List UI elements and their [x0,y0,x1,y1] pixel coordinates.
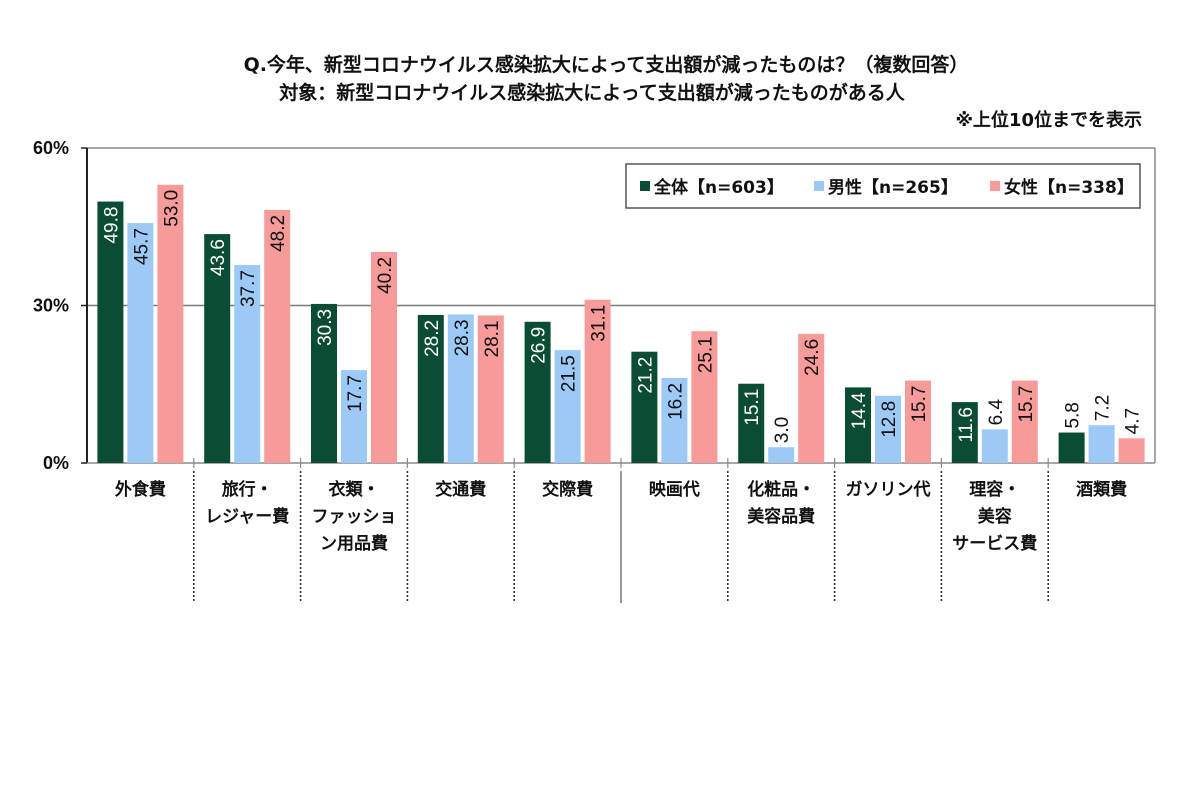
data-label: 26.9 [529,327,550,364]
x-tick-label: 旅行・ [222,479,273,500]
data-label: 45.7 [131,228,152,265]
legend-swatch [640,181,650,191]
legend-swatch [990,181,1000,191]
bar [1011,380,1038,463]
x-tick-label: 化粧品・ [747,479,815,500]
data-label: 14.4 [849,392,870,429]
x-tick-label: 交際費 [542,479,593,500]
data-label: 16.2 [665,383,686,420]
bar [554,350,581,463]
x-tick-label: ン用品費 [320,533,388,554]
x-tick-label: 酒類費 [1076,479,1127,500]
data-label: 48.2 [268,215,289,252]
bar [631,351,658,463]
legend-item: 女性【n=338】 [990,177,1134,198]
y-tick-label: 60% [33,138,69,158]
bar [798,333,825,463]
data-label: 28.2 [422,320,443,357]
bar [264,209,291,463]
chart-subtitle: 対象：新型コロナウイルス感染拡大によって支出額が減ったものがある人 [279,82,905,104]
bar [981,429,1008,463]
data-label: 15.7 [909,386,930,423]
bar [311,303,337,463]
bar [417,314,444,463]
bar [1118,438,1145,463]
bar [661,377,688,463]
chart-title: Q.今年、新型コロナウイルス感染拡大によって支出額が減ったものは？（複数回答） [243,54,969,76]
data-label: 28.3 [452,319,473,356]
data-label: 21.2 [635,357,656,394]
bar [341,370,367,463]
bar [1058,432,1085,463]
legend-label: 女性【n=338】 [1004,177,1134,198]
chart-note: ※上位10位までを表示 [955,110,1142,131]
bar [738,383,765,463]
x-tick-label: サービス費 [952,533,1037,554]
bar [951,402,978,463]
x-tick-label: 交通費 [435,479,486,500]
x-tick-label: 衣類・ [329,479,380,500]
bar [845,387,871,463]
data-label: 5.8 [1063,402,1084,428]
legend-swatch [814,181,824,191]
bar [584,299,611,463]
bar [477,315,504,463]
x-tick-label: 映画代 [649,479,700,500]
legend-item: 男性【n=265】 [814,177,958,198]
data-label: 4.7 [1123,408,1144,434]
legend-item: 全体【n=603】 [640,177,784,198]
data-label: 37.7 [238,270,259,307]
legend-label: 男性【n=265】 [828,177,958,198]
bar [524,321,551,463]
data-label: 25.1 [695,336,716,373]
x-tick-label: 理容・ [969,479,1020,500]
x-tick-label: レジャー費 [205,506,289,527]
data-label: 43.6 [208,239,229,276]
x-tick-label: 美容品費 [747,506,815,527]
data-label: 12.8 [879,401,900,438]
bar [234,265,261,463]
bar [97,201,124,464]
x-tick-label: 外食費 [115,479,166,500]
x-tick-label: 美容 [978,506,1012,527]
bar [691,331,718,463]
data-label: 21.5 [559,355,580,392]
data-label: 24.6 [802,339,823,376]
x-tick-label: ファッショ [312,507,397,527]
data-label: 28.1 [482,320,503,357]
bar [875,395,901,463]
data-label: 49.8 [101,207,122,244]
bar [1088,425,1115,463]
data-label: 53.0 [161,190,182,227]
data-label: 3.0 [772,417,793,443]
data-label: 40.2 [375,257,396,294]
legend-box [625,163,1141,209]
data-label: 17.7 [345,375,366,412]
bar [157,184,184,463]
bar [371,251,397,463]
bar [204,234,231,463]
data-label: 6.4 [986,399,1007,426]
y-tick-label: 30% [33,296,69,316]
y-tick-label: 0% [43,453,69,473]
bar [447,314,474,463]
data-label: 11.6 [956,407,977,443]
bar [905,380,931,463]
bar [768,447,795,463]
data-label: 30.3 [315,309,336,346]
data-label: 31.1 [589,305,610,342]
data-label: 7.2 [1093,395,1114,421]
x-tick-label: ガソリン代 [846,479,931,500]
bar [127,223,154,463]
data-label: 15.7 [1016,386,1037,423]
data-label: 15.1 [742,389,763,426]
legend-label: 全体【n=603】 [653,177,784,198]
